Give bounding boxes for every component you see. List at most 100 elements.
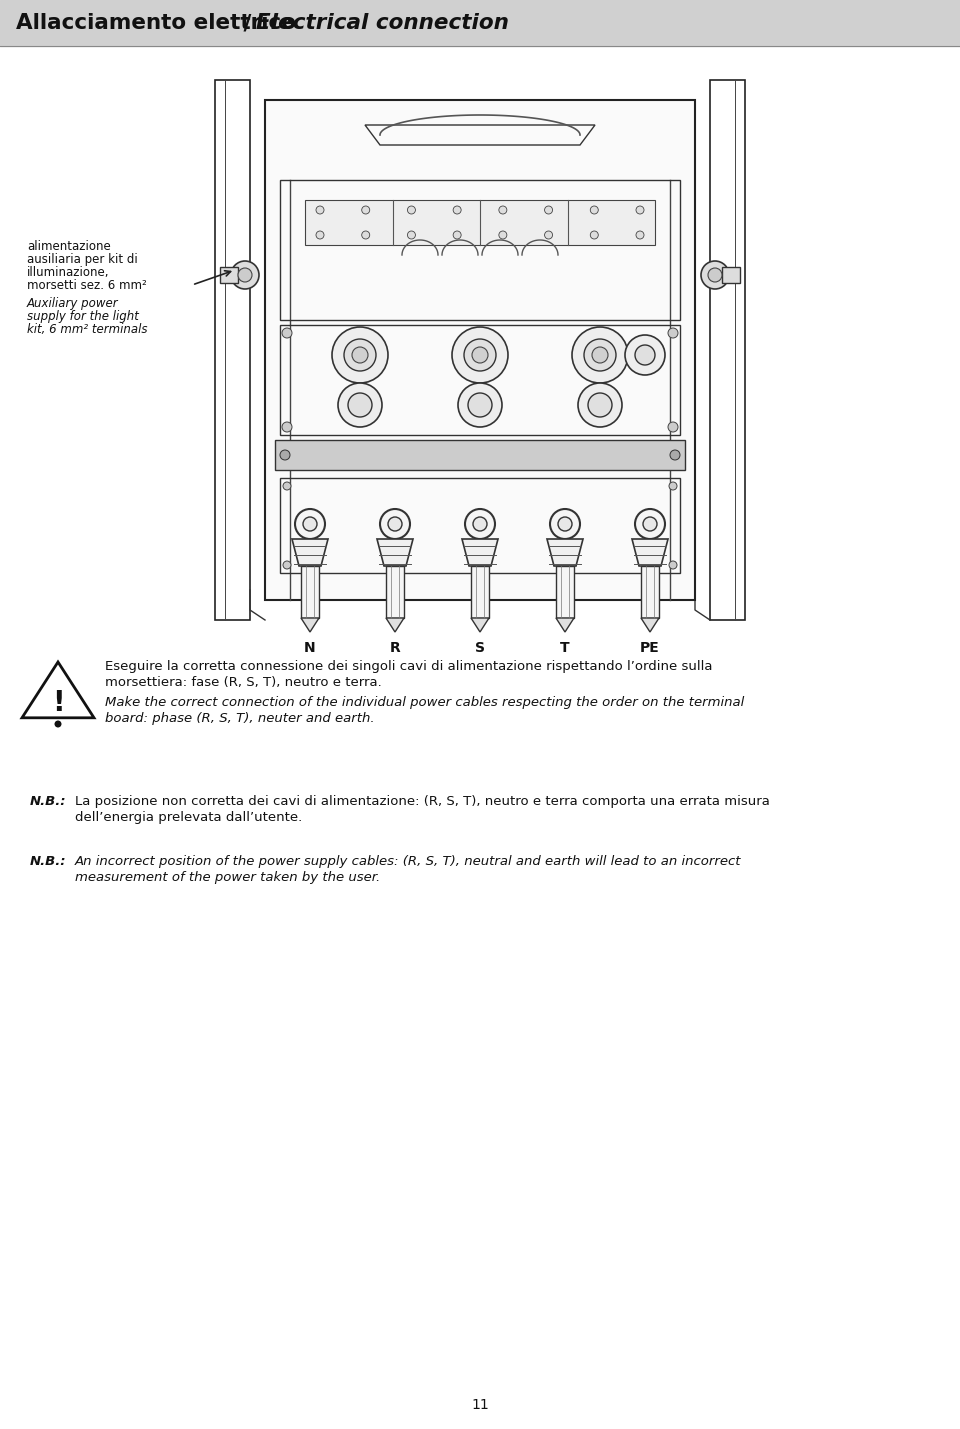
Text: measurement of the power taken by the user.: measurement of the power taken by the us… (75, 872, 380, 885)
Circle shape (635, 509, 665, 539)
Circle shape (668, 422, 678, 432)
Text: Make the correct connection of the individual power cables respecting the order : Make the correct connection of the indiv… (105, 696, 744, 709)
Text: Eseguire la corretta connessione dei singoli cavi di alimentazione rispettando l: Eseguire la corretta connessione dei sin… (105, 660, 712, 673)
Circle shape (407, 206, 416, 214)
Polygon shape (301, 617, 319, 632)
Text: alimentazione: alimentazione (27, 240, 110, 253)
Circle shape (499, 206, 507, 214)
Text: /: / (236, 13, 259, 33)
Circle shape (588, 393, 612, 417)
Circle shape (316, 206, 324, 214)
Text: R: R (390, 642, 400, 654)
Polygon shape (547, 539, 583, 566)
Polygon shape (471, 617, 489, 632)
Text: illuminazione,: illuminazione, (27, 266, 109, 279)
Circle shape (238, 269, 252, 282)
Text: ausiliaria per kit di: ausiliaria per kit di (27, 253, 137, 266)
Circle shape (352, 347, 368, 363)
Bar (280, 477, 680, 573)
Text: T: T (561, 642, 570, 654)
Circle shape (55, 720, 61, 727)
Circle shape (558, 517, 572, 532)
Circle shape (701, 262, 729, 289)
Circle shape (499, 231, 507, 239)
Text: morsetti sez. 6 mm²: morsetti sez. 6 mm² (27, 279, 147, 292)
Circle shape (635, 344, 655, 364)
Circle shape (295, 509, 325, 539)
Bar (215, 80, 250, 620)
Bar (280, 180, 680, 320)
Circle shape (544, 206, 553, 214)
Text: kit, 6 mm² terminals: kit, 6 mm² terminals (27, 323, 148, 336)
Bar (471, 566, 489, 617)
Text: N.B.:: N.B.: (30, 795, 66, 807)
Circle shape (668, 329, 678, 339)
Circle shape (550, 509, 580, 539)
Circle shape (643, 517, 657, 532)
Bar (305, 200, 655, 244)
Circle shape (473, 517, 487, 532)
Text: !: ! (52, 689, 64, 717)
Circle shape (303, 517, 317, 532)
Bar (280, 324, 680, 434)
Circle shape (592, 347, 608, 363)
Bar (722, 267, 740, 283)
Circle shape (468, 393, 492, 417)
Text: N: N (304, 642, 316, 654)
Polygon shape (641, 617, 659, 632)
Circle shape (465, 509, 495, 539)
Circle shape (282, 329, 292, 339)
Circle shape (282, 422, 292, 432)
Circle shape (407, 231, 416, 239)
Text: 11: 11 (471, 1398, 489, 1412)
Bar (301, 566, 319, 617)
Circle shape (316, 231, 324, 239)
Polygon shape (632, 539, 668, 566)
Circle shape (590, 206, 598, 214)
Circle shape (453, 231, 461, 239)
Circle shape (544, 231, 553, 239)
Circle shape (388, 517, 402, 532)
Circle shape (452, 327, 508, 383)
Circle shape (669, 482, 677, 490)
Bar (220, 267, 238, 283)
Circle shape (338, 383, 382, 427)
Circle shape (625, 334, 665, 374)
Circle shape (670, 450, 680, 460)
Polygon shape (386, 617, 404, 632)
Text: S: S (475, 642, 485, 654)
Circle shape (283, 562, 291, 569)
Circle shape (464, 339, 496, 372)
Circle shape (572, 327, 628, 383)
Text: dell’energia prelevata dall’utente.: dell’energia prelevata dall’utente. (75, 812, 302, 825)
Polygon shape (556, 617, 574, 632)
Text: Electrical connection: Electrical connection (256, 13, 509, 33)
Circle shape (362, 231, 370, 239)
Circle shape (283, 482, 291, 490)
Circle shape (332, 327, 388, 383)
Circle shape (280, 450, 290, 460)
Bar (386, 566, 404, 617)
Text: An incorrect position of the power supply cables: (R, S, T), neutral and earth w: An incorrect position of the power suppl… (75, 855, 741, 867)
Bar (556, 566, 574, 617)
Text: La posizione non corretta dei cavi di alimentazione: (R, S, T), neutro e terra c: La posizione non corretta dei cavi di al… (75, 795, 770, 807)
Circle shape (584, 339, 616, 372)
Circle shape (453, 206, 461, 214)
Circle shape (458, 383, 502, 427)
Polygon shape (22, 662, 94, 717)
Text: N.B.:: N.B.: (30, 855, 66, 867)
Circle shape (708, 269, 722, 282)
Circle shape (669, 562, 677, 569)
Bar (265, 100, 695, 600)
Polygon shape (377, 539, 413, 566)
Text: morsettiera: fase (R, S, T), neutro e terra.: morsettiera: fase (R, S, T), neutro e te… (105, 676, 382, 689)
Polygon shape (292, 539, 328, 566)
Circle shape (344, 339, 376, 372)
Circle shape (636, 206, 644, 214)
Circle shape (636, 231, 644, 239)
Text: board: phase (R, S, T), neuter and earth.: board: phase (R, S, T), neuter and earth… (105, 712, 374, 725)
Bar (0, 0, 960, 46)
Text: Auxiliary power: Auxiliary power (27, 297, 119, 310)
Circle shape (578, 383, 622, 427)
Text: PE: PE (640, 642, 660, 654)
